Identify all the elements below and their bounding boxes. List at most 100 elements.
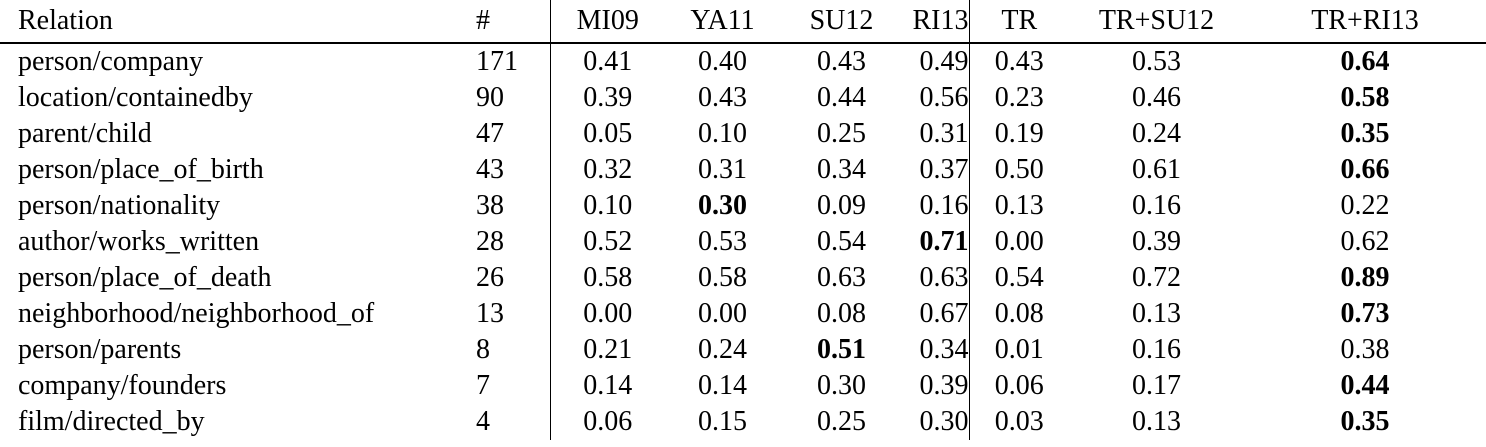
ri13-cell: 0.39 [919,370,969,401]
ya11-cell: 0.10 [698,118,747,149]
table-row: company/founders 7 0.14 0.14 0.30 0.39 0.06 0.1… [0,368,1486,404]
ya11-cell: 0.30 [698,190,747,221]
mi09-cell: 0.41 [549,43,665,80]
su12-cell: 0.43 [817,46,866,77]
su12-cell: 0.08 [817,298,866,329]
header-tr: TR [968,0,1069,44]
tr-su12-cell: 0.72 [1132,262,1181,293]
su12-cell: 0.30 [817,370,866,401]
mi09-cell: 0.39 [549,80,665,116]
relation-cell: company/founders [18,370,227,401]
tr-su12-cell: 0.53 [1132,46,1181,77]
header-su12: SU12 [780,0,903,44]
count-cell: 13 [476,298,504,329]
count-cell: 47 [476,118,504,149]
tr-su12-cell: 0.13 [1132,298,1181,329]
ya11-cell: 0.15 [698,406,747,437]
tr-ri13-cell: 0.38 [1340,334,1390,365]
relation-cell: person/parents [18,334,182,365]
table-row: person/parents 8 0.21 0.24 0.51 0.34 0.01 0.16 0… [0,332,1486,368]
ri13-cell: 0.49 [919,46,969,77]
tr-ri13-cell: 0.58 [1340,82,1390,113]
ri13-cell: 0.34 [919,334,969,365]
tr-su12-cell: 0.16 [1132,190,1181,221]
ya11-cell: 0.00 [698,298,747,329]
tr-ri13-cell: 0.22 [1340,190,1390,221]
table-row: film/directed_by 4 0.06 0.15 0.25 0.30 0.03 0.1… [0,404,1486,440]
tr-ri13-cell: 0.73 [1340,298,1390,329]
su12-cell: 0.09 [817,190,866,221]
mi09-cell: 0.05 [549,116,665,152]
header-relation: Relation [0,0,468,44]
tr-su12-cell: 0.61 [1132,154,1181,185]
table-row: neighborhood/neighborhood_of 13 0.00 0.00 0.… [0,296,1486,332]
tr-ri13-cell: 0.66 [1340,154,1390,185]
header-tr-ri13: TR+RI13 [1244,0,1486,44]
table-header: Relation # MI09 YA11 SU12 RI13 TR TR+SU1… [0,0,1486,44]
mi09-cell: 0.06 [549,404,665,440]
ri13-cell: 0.56 [919,82,969,113]
ya11-cell: 0.14 [698,370,747,401]
mi09-cell: 0.10 [549,188,665,224]
table-row: location/containedby 90 0.39 0.43 0.44 0.56 0.… [0,80,1486,116]
relation-cell: person/company [18,46,204,77]
ya11-cell: 0.40 [698,46,747,77]
header-ri13: RI13 [903,0,969,44]
tr-cell: 0.01 [968,332,1069,368]
tr-cell: 0.19 [968,116,1069,152]
ri13-cell: 0.63 [919,262,969,293]
table-row: author/works_written 28 0.52 0.53 0.54 0.71 0.… [0,224,1486,260]
mi09-cell: 0.52 [549,224,665,260]
mi09-cell: 0.00 [549,296,665,332]
tr-su12-cell: 0.39 [1132,226,1181,257]
tr-cell: 0.00 [968,224,1069,260]
count-cell: 7 [476,370,490,401]
tr-cell: 0.54 [968,260,1069,296]
count-cell: 43 [476,154,504,185]
count-cell: 26 [476,262,504,293]
tr-su12-cell: 0.16 [1132,334,1181,365]
ya11-cell: 0.53 [698,226,747,257]
relation-cell: film/directed_by [18,406,205,437]
ri13-cell: 0.16 [919,190,969,221]
ya11-cell: 0.31 [698,154,747,185]
ri13-cell: 0.31 [919,118,969,149]
table-body: person/company 171 0.41 0.40 0.43 0.49 0.43 0.5… [0,43,1486,440]
tr-cell: 0.43 [968,43,1069,80]
table-row: person/place_of_death 26 0.58 0.58 0.63 0.63 0… [0,260,1486,296]
table-row: person/company 171 0.41 0.40 0.43 0.49 0.43 0.5… [0,43,1486,80]
su12-cell: 0.44 [817,82,866,113]
ri13-cell: 0.30 [919,406,969,437]
ri13-cell: 0.71 [919,226,969,257]
su12-cell: 0.34 [817,154,866,185]
mi09-cell: 0.21 [549,332,665,368]
tr-su12-cell: 0.24 [1132,118,1181,149]
header-ya11: YA11 [665,0,780,44]
ri13-cell: 0.37 [919,154,969,185]
relation-cell: author/works_written [18,226,260,257]
su12-cell: 0.54 [817,226,866,257]
su12-cell: 0.25 [817,118,866,149]
table-row: parent/child 47 0.05 0.10 0.25 0.31 0.19 0.24 0.… [0,116,1486,152]
relation-cell: person/nationality [18,190,221,221]
count-cell: 171 [476,46,518,77]
count-cell: 8 [476,334,490,365]
tr-su12-cell: 0.46 [1132,82,1181,113]
tr-ri13-cell: 0.89 [1340,262,1390,293]
tr-ri13-cell: 0.35 [1340,118,1390,149]
tr-cell: 0.06 [968,368,1069,404]
tr-ri13-cell: 0.35 [1340,406,1390,437]
relation-cell: parent/child [18,118,152,149]
mi09-cell: 0.14 [549,368,665,404]
ya11-cell: 0.24 [698,334,747,365]
tr-cell: 0.13 [968,188,1069,224]
tr-ri13-cell: 0.44 [1340,370,1390,401]
count-cell: 38 [476,190,504,221]
count-cell: 90 [476,82,504,113]
table-row: person/place_of_birth 43 0.32 0.31 0.34 0.37 0… [0,152,1486,188]
ri13-cell: 0.67 [919,298,969,329]
tr-cell: 0.23 [968,80,1069,116]
tr-ri13-cell: 0.62 [1340,226,1390,257]
tr-su12-cell: 0.13 [1132,406,1181,437]
